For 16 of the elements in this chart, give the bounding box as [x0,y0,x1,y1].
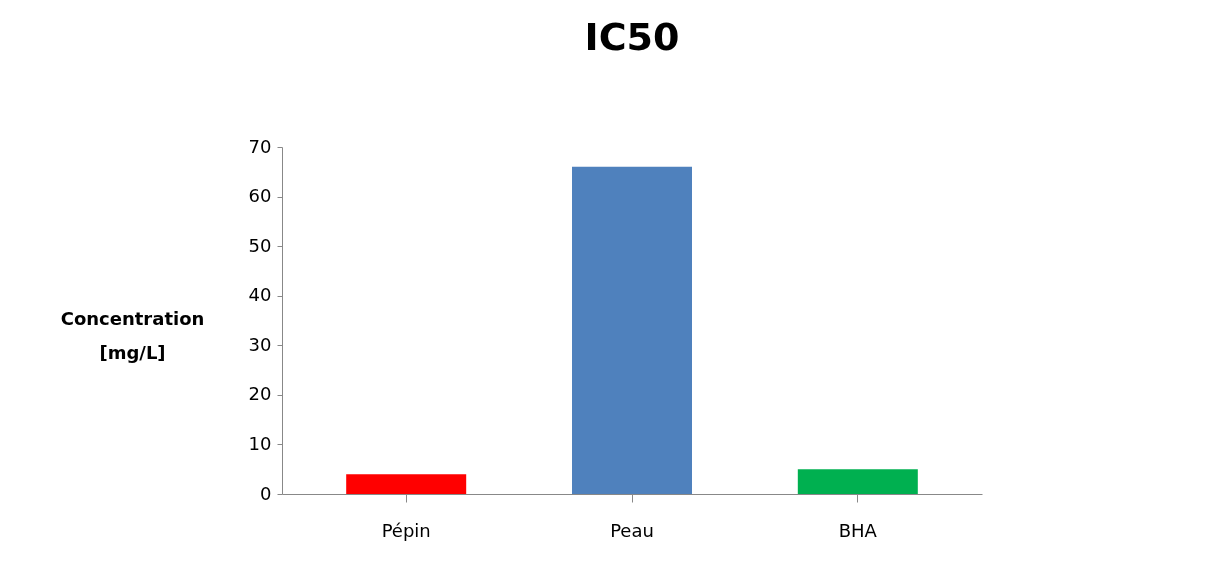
y-tick-label: 0 [260,482,272,504]
chart-title: IC50 [584,15,680,59]
y-tick-label: 30 [248,333,272,355]
x-tick-label: Peau [610,519,654,541]
y-tick-label: 50 [248,234,272,256]
bar [797,469,918,494]
bar [572,166,692,494]
bar [346,474,467,494]
y-tick-label: 40 [248,284,272,306]
y-tick-label: 20 [248,383,272,405]
y-axis-title: Concentration [mg/L] [60,307,205,363]
y-tick-label: 60 [248,185,272,207]
x-tick-label: BHA [838,519,878,541]
y-tick-label: 70 [248,135,272,157]
x-tick-label: Pépin [381,519,431,541]
y-tick-label: 10 [248,432,272,454]
